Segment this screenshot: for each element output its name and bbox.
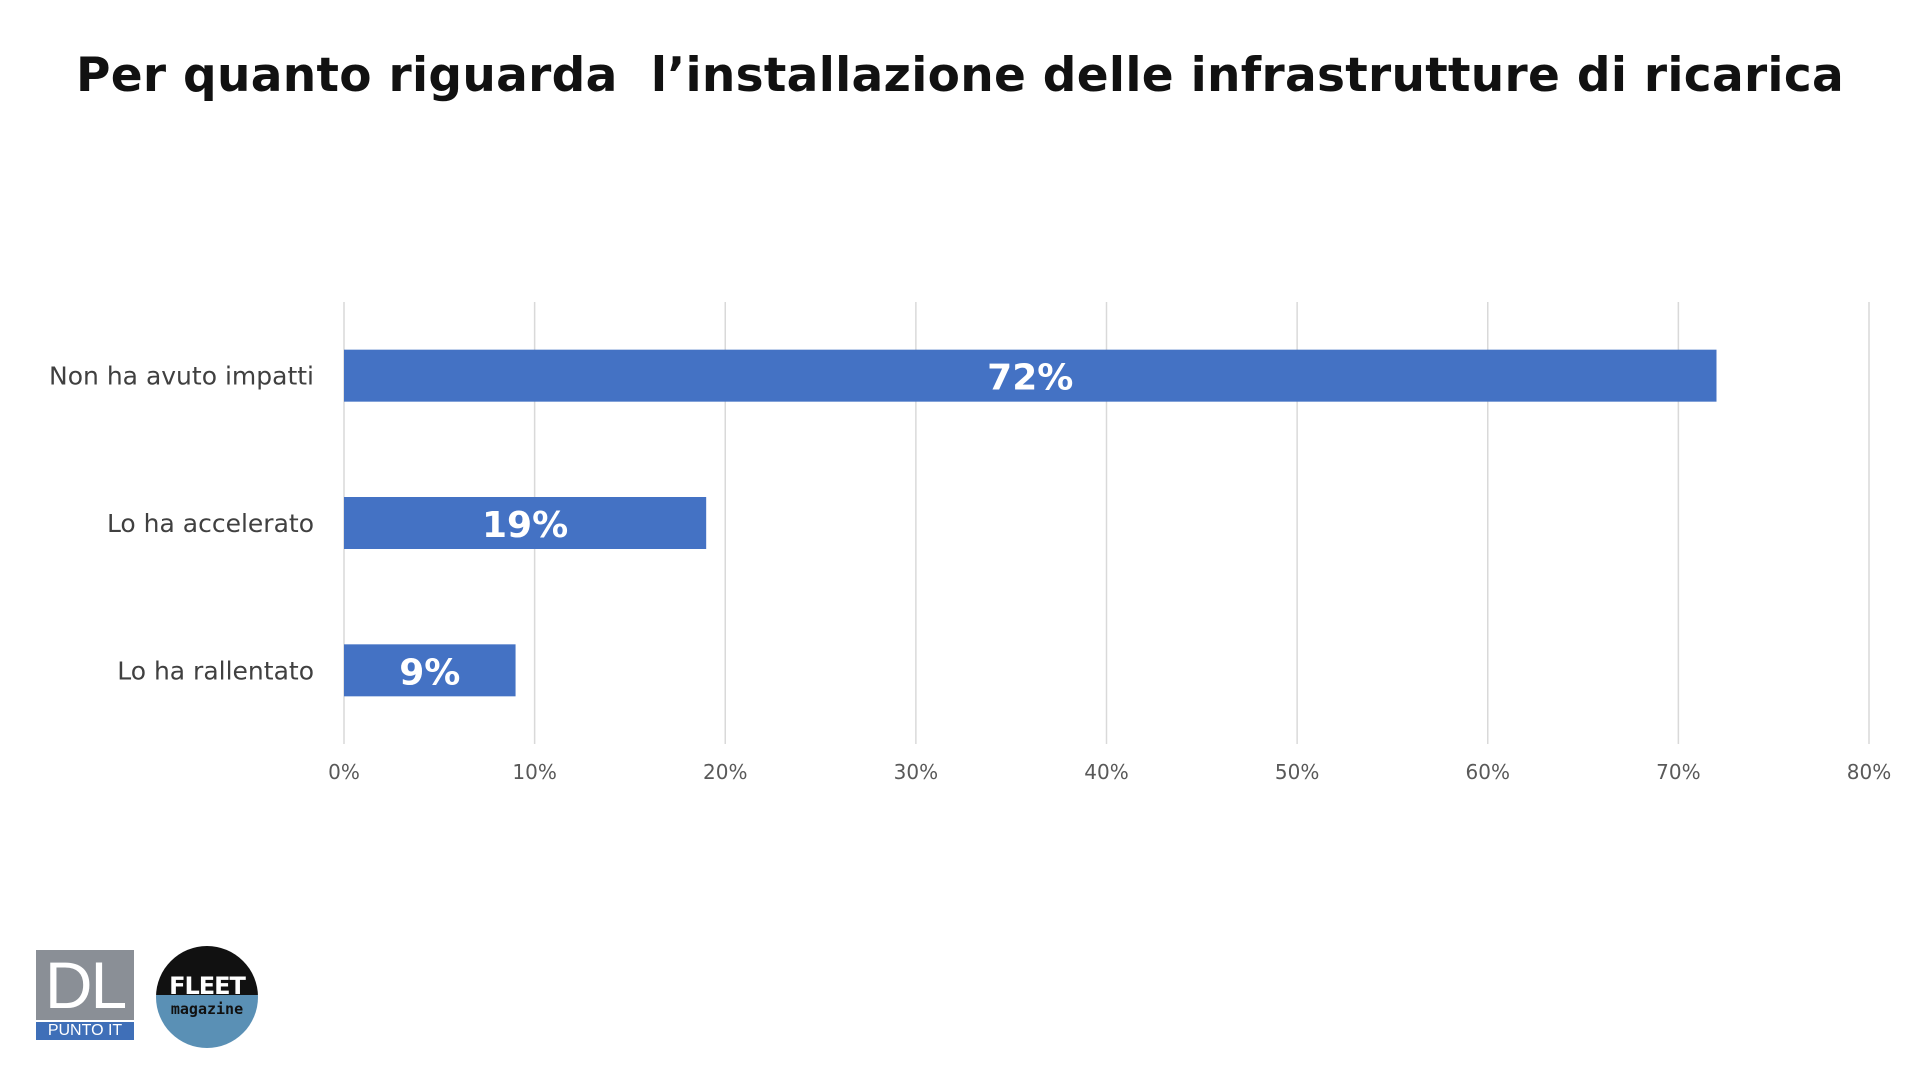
- bar-data-label: 19%: [482, 505, 568, 546]
- fleet-logo-word: FLEET: [169, 972, 246, 1000]
- bar-data-label: 72%: [987, 358, 1073, 399]
- category-label: Non ha avuto impatti: [49, 362, 314, 391]
- x-tick-label: 50%: [1275, 760, 1319, 784]
- category-label: Lo ha rallentato: [117, 656, 314, 685]
- bar: [344, 497, 707, 549]
- bar-data-label: 9%: [399, 652, 460, 693]
- magazine-logo-word: magazine: [170, 1000, 244, 1018]
- fleet-magazine-logo: FLEET magazine: [156, 946, 258, 1048]
- chart-title: Per quanto riguarda l’installazione dell…: [75, 48, 1845, 103]
- x-tick-label: 30%: [894, 760, 938, 784]
- bar: [344, 349, 1717, 402]
- bar: [344, 644, 516, 697]
- x-tick-label: 20%: [703, 760, 747, 784]
- x-tick-label: 70%: [1656, 760, 1700, 784]
- x-tick-label: 0%: [328, 760, 360, 784]
- dl-logo-subtitle: PUNTO IT: [36, 1022, 134, 1040]
- category-label: Lo ha accelerato: [107, 509, 314, 538]
- x-tick-label: 40%: [1084, 760, 1128, 784]
- x-tick-label: 60%: [1466, 760, 1510, 784]
- dl-punto-it-logo: DL PUNTO IT: [36, 950, 134, 1040]
- x-tick-label: 10%: [512, 760, 556, 784]
- x-tick-label: 80%: [1847, 760, 1891, 784]
- dl-logo-mark: DL: [36, 950, 134, 1020]
